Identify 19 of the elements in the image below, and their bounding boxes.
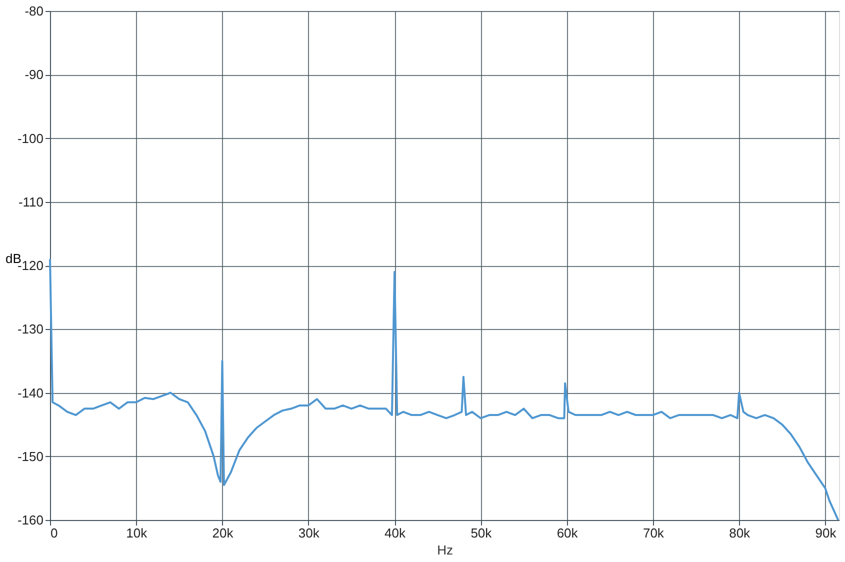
x-tick-label: 50k [470,526,492,540]
y-tick-label: -110 [18,194,44,210]
y-tick-label: -140 [17,385,44,400]
x-tick-label: 30k [298,526,320,540]
y-tick-label: -160 [17,512,44,528]
y-tick-label: -80 [24,4,44,18]
y-tick-label: -150 [17,448,44,464]
y-tick-label: -100 [17,130,44,146]
x-tick-label: 70k [642,526,664,540]
x-tick-label: 90k [815,526,837,540]
x-tick-label: 60k [556,526,578,540]
x-tick-label: 10k [126,526,148,540]
x-tick-label: 40k [384,526,406,540]
x-tick-label: 0 [50,526,58,540]
x-tick-label: 20k [212,526,234,540]
y-tick-label: -130 [17,322,44,337]
x-axis-title: Hz [437,542,453,558]
x-tick-label: 80k [729,526,751,540]
y-tick-label: -90 [24,67,44,82]
